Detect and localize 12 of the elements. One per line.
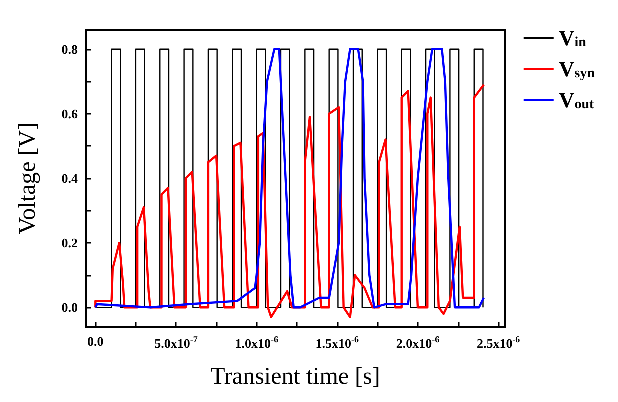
legend-label: Vout [558,88,595,112]
y-tick-label: 0.4 [62,171,78,186]
line-series [94,84,486,318]
legend-label: Vin [558,26,587,50]
legend-label: Vsyn [558,56,596,82]
x-axis-title: Transient time [s] [210,364,380,390]
y-axis-title: Voltage [V] [15,122,41,235]
y-tick-label: 0.0 [62,300,78,316]
y-tick-label: 0.6 [62,106,78,122]
y-tick-label: 0.8 [62,42,78,57]
y-tick-label: 0.2 [62,236,78,251]
x-tick-label: 0.0 [88,334,104,349]
